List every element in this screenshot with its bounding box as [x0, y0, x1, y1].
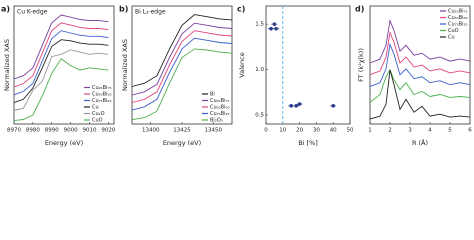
panel-title: Bi L₃-edge — [135, 9, 166, 16]
x-tick-label: 20 — [296, 128, 303, 134]
series-line — [13, 30, 109, 96]
panel-label: c) — [237, 5, 245, 14]
x-tick-label: 10 — [279, 128, 286, 134]
panel-label: b) — [119, 5, 128, 14]
legend-label: Cu — [92, 105, 99, 111]
series-line — [13, 58, 109, 122]
x-tick-label: 5 — [448, 128, 452, 134]
data-point — [274, 26, 278, 31]
legend-label: CuO — [448, 28, 459, 34]
x-tick-label: 50 — [347, 128, 354, 134]
data-point — [269, 26, 273, 31]
series-line — [369, 69, 471, 120]
legend-label: Cu₂₅Bi₇₅ — [92, 85, 112, 91]
series-line — [131, 14, 233, 87]
series-line — [131, 37, 233, 111]
figure: a) Cu K-edge Energy (eV) Normalized XAS 8970… — [1, 5, 472, 148]
data-point — [331, 104, 336, 108]
legend-label: Cu — [448, 35, 455, 41]
series-line — [13, 39, 109, 104]
series-line — [369, 42, 471, 88]
x-tick-label: 9010 — [82, 128, 96, 134]
x-tick-label: 30 — [313, 128, 320, 134]
series-line — [131, 48, 233, 121]
x-axis-label: Energy (eV) — [45, 139, 83, 147]
legend-label: Cu₇₅Bi₂₅ — [210, 111, 230, 117]
x-tick-label: 3 — [408, 128, 412, 134]
x-tick-label: 13425 — [173, 128, 191, 134]
x-tick-label: 4 — [428, 128, 432, 134]
legend-label: Cu₂₅Bi₇₅ — [448, 9, 468, 15]
legend-label: Cu₇₅Bi₂₅ — [92, 98, 112, 104]
legend-label: Cu₇₅Bi₂₅ — [448, 22, 468, 28]
panel-title: Cu K-edge — [17, 9, 48, 16]
x-tick-label: 0 — [264, 128, 268, 134]
plot-frame — [369, 5, 471, 125]
x-tick-label: 40 — [330, 128, 337, 134]
legend-label: Cu₂O — [92, 111, 105, 117]
x-tick-label: 8980 — [26, 128, 40, 134]
legend-label: Cu₅₀Bi₅₀ — [92, 92, 112, 98]
panel-label: d) — [355, 5, 364, 14]
x-axis-label: R (Å) — [412, 138, 428, 147]
data-point — [297, 102, 302, 106]
y-tick-label: 0.5 — [255, 112, 264, 118]
x-tick-label: 2 — [388, 128, 392, 134]
panel-label: a) — [1, 5, 10, 14]
legend-label: CuO — [92, 118, 103, 124]
x-tick-label: 9020 — [101, 128, 115, 134]
x-tick-label: 13450 — [205, 128, 223, 134]
y-tick-label: 1.0 — [255, 67, 264, 73]
series-line — [131, 30, 233, 103]
series-line — [131, 22, 233, 96]
legend-label: Cu₅₀Bi₅₀ — [210, 105, 230, 111]
x-axis-label: Bi [%] — [298, 139, 318, 147]
legend-label: Cu₅₀Bi₅₀ — [448, 15, 468, 21]
x-tick-label: 9000 — [64, 128, 78, 134]
data-point — [289, 104, 294, 108]
series-line — [369, 68, 471, 103]
x-tick-label: 1 — [368, 128, 372, 134]
x-tick-label: 13400 — [142, 128, 160, 134]
y-axis-label: Normalized XAS — [3, 39, 11, 91]
data-point — [294, 104, 299, 108]
legend-label: Bi — [210, 92, 215, 98]
data-point — [272, 22, 277, 26]
plot-frame — [265, 5, 351, 125]
legend-label: Bi₂O₃ — [210, 118, 223, 124]
plot-frame — [13, 5, 115, 125]
series-line — [369, 19, 471, 64]
x-tick-label: 8990 — [45, 128, 59, 134]
x-axis-label: Energy (eV) — [163, 139, 201, 147]
y-axis-label: Valence — [238, 52, 246, 77]
legend-label: Cu₂₅Bi₇₅ — [210, 98, 230, 104]
x-tick-label: 6 — [468, 128, 472, 134]
series-line — [13, 22, 109, 88]
y-tick-label: 1.5 — [255, 22, 264, 28]
x-tick-label: 8970 — [7, 128, 21, 134]
series-line — [13, 14, 109, 80]
series-line — [13, 49, 109, 111]
y-axis-label: FT (k²χ(k)) — [357, 48, 365, 82]
series-line — [369, 30, 471, 76]
y-axis-label: Normalized XAS — [121, 39, 129, 91]
